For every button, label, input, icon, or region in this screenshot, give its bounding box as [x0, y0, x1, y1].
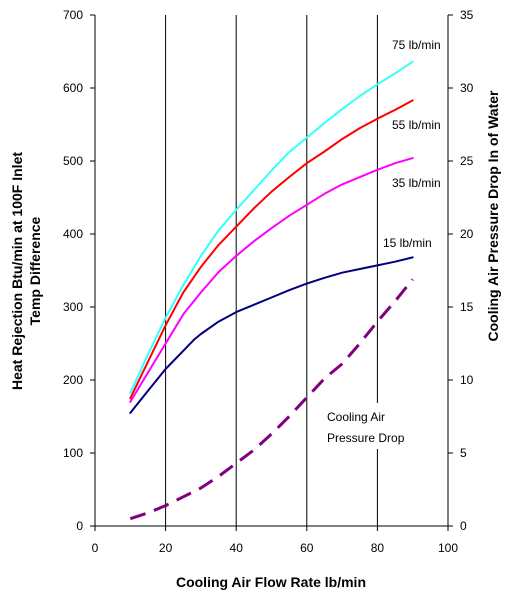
x-tick-label-60: 60 [300, 541, 314, 555]
annotation-group: Cooling Air Pressure Drop [318, 403, 444, 449]
x-tick-label-40: 40 [230, 541, 244, 555]
y-right-tick-label-25: 25 [460, 154, 474, 168]
x-tick-label-80: 80 [371, 541, 385, 555]
y-axis-title-right: Cooling Air Pressure Drop In of Water [485, 90, 501, 342]
series-label-35: 35 lb/min [392, 176, 441, 190]
axis-ticks: 0 20 40 60 80 1000100200300400500600700051015… [63, 8, 474, 555]
annotation-background [318, 403, 444, 449]
annotation-line-1: Cooling Air [327, 410, 385, 424]
series-label-15: 15 lb/min [383, 236, 432, 250]
series-label-55: 55 lb/min [392, 118, 441, 132]
y-left-tick-label-600: 600 [63, 81, 83, 95]
series-line-15-lb-min [129, 256, 414, 414]
y-left-tick-label-0: 0 [76, 519, 83, 533]
series-line-75-lb-min [129, 60, 414, 395]
series-line-cooling-air-pressure-drop [129, 278, 414, 521]
y-right-tick-label-35: 35 [460, 8, 474, 22]
x-tick-label-0: 0 [92, 541, 99, 555]
y-right-tick-label-10: 10 [460, 373, 474, 387]
x-tick-label-20: 20 [159, 541, 173, 555]
series-lines [129, 60, 414, 521]
series-labels: 75 lb/min 55 lb/min 35 lb/min 15 lb/min [383, 38, 441, 250]
y-axis-title-left-line-1: Heat Rejection Btu/min at 100F Inlet [9, 152, 25, 390]
y-right-tick-label-30: 30 [460, 81, 474, 95]
annotation-line-2: Pressure Drop [327, 431, 405, 445]
y-right-tick-label-15: 15 [460, 300, 474, 314]
y-right-tick-label-0: 0 [460, 519, 467, 533]
series-line-55-lb-min [129, 99, 414, 400]
y-left-tick-label-100: 100 [63, 446, 83, 460]
y-axis-title-left-line-2: Temp Difference [27, 216, 43, 325]
plot-frame [94, 15, 449, 527]
series-line-35-lb-min [129, 157, 414, 403]
y-left-tick-label-200: 200 [63, 373, 83, 387]
y-left-tick-label-700: 700 [63, 8, 83, 22]
y-right-tick-label-20: 20 [460, 227, 474, 241]
y-left-tick-label-400: 400 [63, 227, 83, 241]
y-left-tick-label-500: 500 [63, 154, 83, 168]
x-axis-title: Cooling Air Flow Rate lb/min [176, 574, 366, 590]
x-tick-label-100: 100 [438, 541, 458, 555]
y-right-tick-label-5: 5 [460, 446, 467, 460]
series-label-75: 75 lb/min [392, 38, 441, 52]
plot-area [95, 15, 448, 526]
y-left-tick-label-300: 300 [63, 300, 83, 314]
